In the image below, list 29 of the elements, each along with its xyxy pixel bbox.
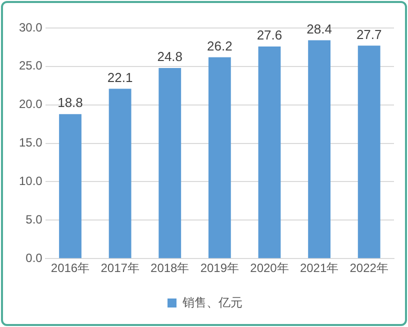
y-tick-label: 15.0	[18, 136, 43, 150]
bar	[358, 46, 380, 258]
data-label: 24.8	[157, 49, 183, 64]
bar	[208, 57, 231, 258]
data-label: 27.6	[256, 28, 282, 43]
y-tick-label: 25.0	[18, 58, 43, 73]
data-label: 26.2	[207, 38, 232, 54]
bar	[258, 46, 281, 258]
data-label: 28.4	[306, 21, 332, 36]
y-tick-label: 10.0	[18, 174, 43, 188]
x-tick-label: 2016年	[50, 261, 90, 276]
legend-label: 销售、亿元	[182, 295, 242, 310]
data-label: 22.1	[107, 70, 133, 85]
bar	[108, 88, 132, 258]
bar	[59, 114, 82, 258]
x-tick-label: 2019年	[200, 261, 240, 276]
x-tick-label: 2021年	[300, 261, 339, 276]
data-label: 27.7	[356, 26, 382, 42]
x-tick-label: 2020年	[250, 261, 289, 276]
y-tick-label: 30.0	[18, 20, 43, 34]
x-tick-label: 2022年	[350, 261, 388, 276]
y-tick-label: 0.0	[26, 250, 43, 265]
y-tick-label: 5.0	[26, 212, 43, 226]
data-label: 18.8	[58, 95, 83, 110]
bar	[308, 40, 330, 258]
y-tick-label: 20.0	[18, 97, 43, 112]
x-tick-label: 2018年	[150, 261, 190, 276]
bar	[158, 68, 182, 258]
x-tick-label: 2017年	[100, 261, 140, 276]
